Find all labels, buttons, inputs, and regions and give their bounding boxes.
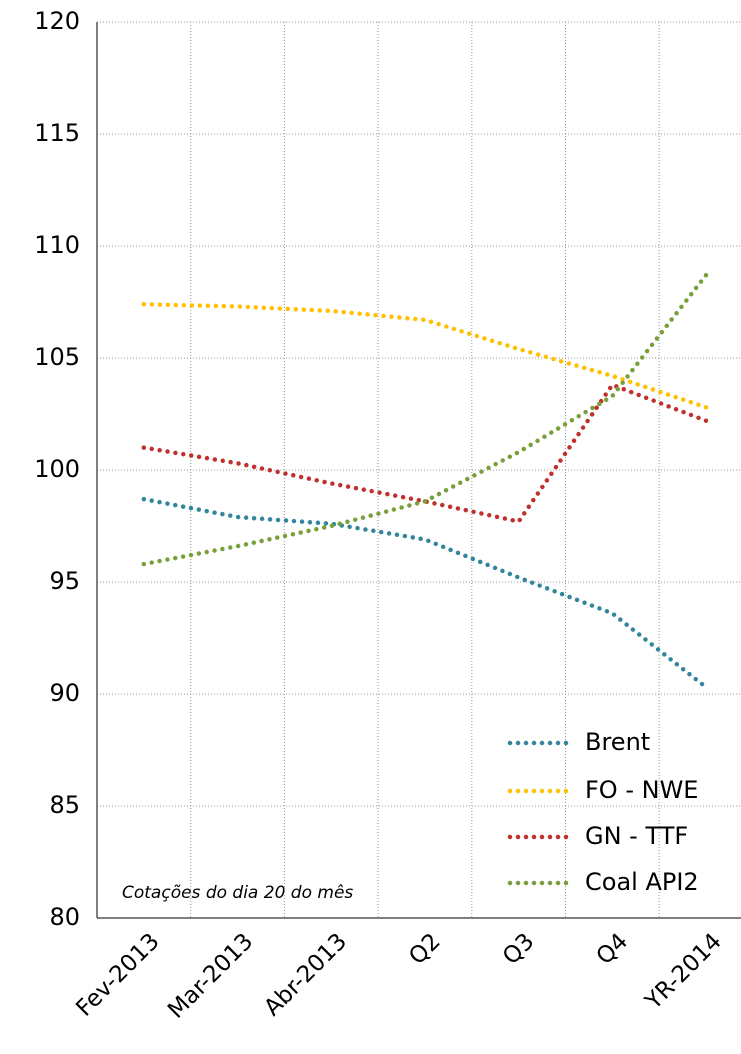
x-tick-label: Mar-2013 [163, 928, 258, 1023]
series-line [141, 301, 709, 410]
x-tick-label: Q3 [498, 928, 540, 970]
y-tick-label: 110 [34, 231, 80, 259]
y-tick-label: 105 [34, 343, 80, 371]
y-tick-label: 85 [49, 791, 80, 819]
annotation: Cotações do dia 20 do mês [122, 883, 353, 903]
series-line [141, 496, 709, 690]
x-tick-label: Abr-2013 [259, 928, 352, 1021]
legend-label: FO - NWE [585, 776, 698, 804]
x-tick-label: Q4 [592, 928, 634, 970]
y-tick-label: 80 [49, 903, 80, 931]
series-line [141, 272, 709, 567]
x-tick-label: YR-2014 [640, 928, 727, 1015]
x-tick-label: Q2 [404, 928, 446, 970]
y-tick-label: 90 [49, 679, 80, 707]
y-tick-label: 100 [34, 455, 80, 483]
legend-label: Coal API2 [585, 868, 699, 896]
y-tick-label: 115 [34, 119, 80, 147]
y-tick-label: 120 [34, 7, 80, 35]
x-tick-label: Fev-2013 [71, 928, 164, 1021]
legend-label: Brent [585, 728, 650, 756]
legend-label: GN - TTF [585, 822, 688, 850]
y-tick-label: 95 [49, 567, 80, 595]
